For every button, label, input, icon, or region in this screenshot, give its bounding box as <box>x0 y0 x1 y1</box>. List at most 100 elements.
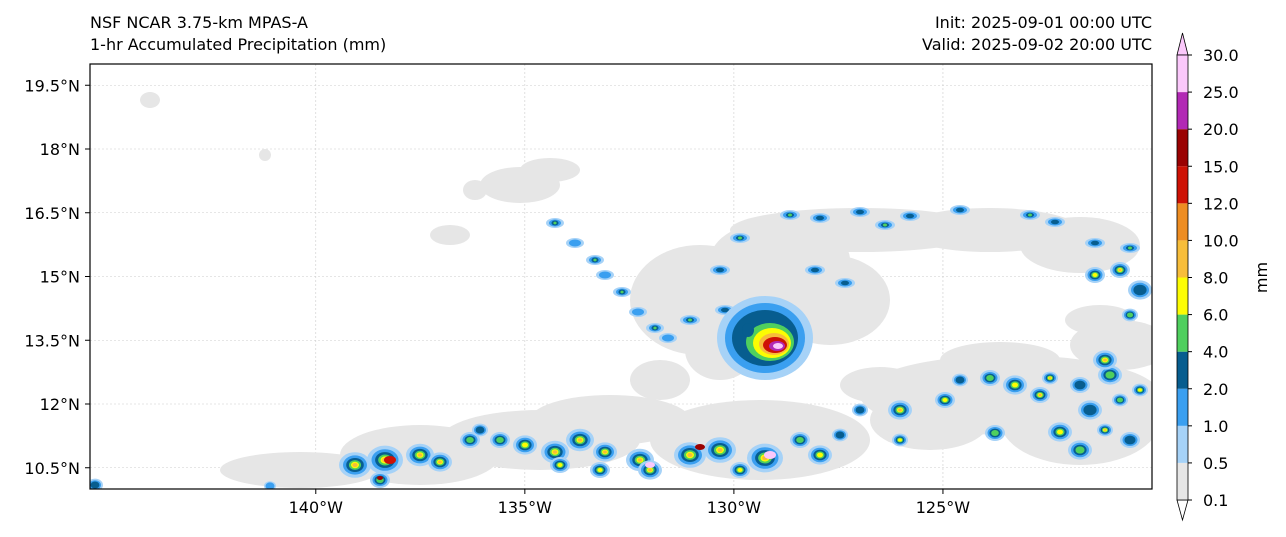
precip-cell <box>737 468 743 472</box>
precip-cell <box>90 481 100 489</box>
precip-cell <box>956 207 964 213</box>
init-time: Init: 2025-09-01 00:00 UTC <box>934 13 1152 32</box>
longitude-axis: 140°W 135°W 130°W 125°W <box>289 489 971 517</box>
precip-cell <box>906 213 914 219</box>
precip-cell <box>552 450 558 454</box>
colorbar-swatch <box>1177 462 1188 500</box>
precip-cell <box>716 267 724 273</box>
precip-cell <box>475 426 485 434</box>
precip-cell <box>717 447 723 453</box>
precip-cell <box>1092 273 1098 277</box>
precip-cell <box>991 429 999 437</box>
colorbar-swatch <box>1177 388 1188 426</box>
lat-tick-label: 12°N <box>40 395 80 414</box>
precip-cell <box>1020 217 1140 273</box>
precip-cell <box>695 444 705 450</box>
lat-tick-label: 13.5°N <box>24 331 80 350</box>
lat-tick-label: 18°N <box>40 140 80 159</box>
precip-cell <box>1074 380 1086 390</box>
precip-cell <box>841 280 849 286</box>
precip-cell <box>438 460 442 464</box>
precip-cell <box>1091 240 1099 246</box>
precip-cell <box>1012 382 1018 388</box>
colorbar-tick-label: 4.0 <box>1203 343 1228 362</box>
precip-cell <box>840 367 920 403</box>
lon-tick-label: 125°W <box>916 498 971 517</box>
precip-cell <box>764 451 776 459</box>
precip-cell <box>1028 213 1032 217</box>
precip-cell <box>569 239 581 247</box>
lon-tick-label: 135°W <box>498 498 553 517</box>
colorbar-swatch <box>1177 425 1188 463</box>
precip-cell <box>796 436 804 444</box>
precip-cell <box>1083 404 1097 416</box>
precip-cell <box>417 453 423 457</box>
precip-cell <box>430 225 470 245</box>
lat-tick-label: 19.5°N <box>24 76 80 95</box>
colorbar-tick-label: 6.0 <box>1203 306 1228 325</box>
precip-cell <box>637 458 643 462</box>
precip-cell <box>1128 246 1132 250</box>
latitude-axis: 19.5°N 18°N 16.5°N 15°N 13.5°N 12°N 10.5°N <box>24 76 90 478</box>
precip-cell <box>1103 428 1107 432</box>
lat-tick-label: 16.5°N <box>24 204 80 223</box>
precip-cell <box>1057 429 1063 435</box>
precip-cell <box>557 463 563 467</box>
precip-cell <box>1048 376 1052 380</box>
colorbar-swatch <box>1177 277 1188 315</box>
precip-cell <box>520 158 580 182</box>
precip-cell <box>384 456 396 464</box>
precip-cell <box>687 452 693 458</box>
precip-cell <box>855 406 865 414</box>
colorbar-tick-label: 0.5 <box>1203 454 1228 473</box>
precip-cell <box>577 438 583 442</box>
precip-cell <box>1065 305 1135 335</box>
precip-cell <box>645 462 655 468</box>
field-title: 1-hr Accumulated Precipitation (mm) <box>90 35 387 54</box>
precip-cell <box>688 318 692 322</box>
precip-cell <box>496 436 504 444</box>
precip-cell <box>653 326 657 330</box>
precip-cell <box>940 342 1060 378</box>
precip-cell <box>986 374 994 382</box>
precip-cell <box>1133 284 1147 296</box>
precip-cell <box>530 395 690 445</box>
lon-tick-label: 140°W <box>289 498 344 517</box>
precip-cell <box>593 258 597 262</box>
colorbar-swatch <box>1177 203 1188 241</box>
colorbar-swatch <box>1177 314 1188 352</box>
precip-cell <box>632 308 644 316</box>
colorbar-label: mm <box>1252 262 1271 293</box>
precip-cell <box>742 323 754 337</box>
lat-tick-label: 15°N <box>40 268 80 287</box>
colorbar-swatch <box>1177 240 1188 278</box>
precip-cell <box>721 307 729 313</box>
precip-cell <box>140 92 160 108</box>
model-title: NSF NCAR 3.75-km MPAS-A <box>90 13 308 32</box>
precip-cell <box>1138 388 1142 392</box>
colorbar-tick-label: 10.0 <box>1203 231 1239 250</box>
precip-cell <box>620 290 624 294</box>
colorbar-extend-max <box>1176 32 1189 56</box>
precip-cell <box>773 343 783 349</box>
precip-cell <box>955 376 965 384</box>
precip-cell <box>662 334 674 342</box>
colorbar-swatch <box>1177 351 1188 389</box>
colorbar-tick-label: 30.0 <box>1203 46 1239 65</box>
colorbar-swatch <box>1177 55 1188 93</box>
precip-cell <box>942 398 948 402</box>
colorbar-swatch <box>1177 92 1188 130</box>
precip-cell <box>597 468 603 472</box>
precip-field <box>90 92 1152 489</box>
precip-cell <box>816 215 824 221</box>
precip-cell <box>352 462 358 468</box>
lon-tick-label: 130°W <box>707 498 762 517</box>
colorbar-tick-label: 15.0 <box>1203 157 1239 176</box>
precip-cell <box>1116 397 1124 403</box>
precip-cell <box>553 221 557 225</box>
precip-cell <box>1103 358 1107 362</box>
precip-cell <box>522 442 528 448</box>
colorbar-tick-label: 2.0 <box>1203 380 1228 399</box>
precip-cell <box>1075 446 1085 454</box>
